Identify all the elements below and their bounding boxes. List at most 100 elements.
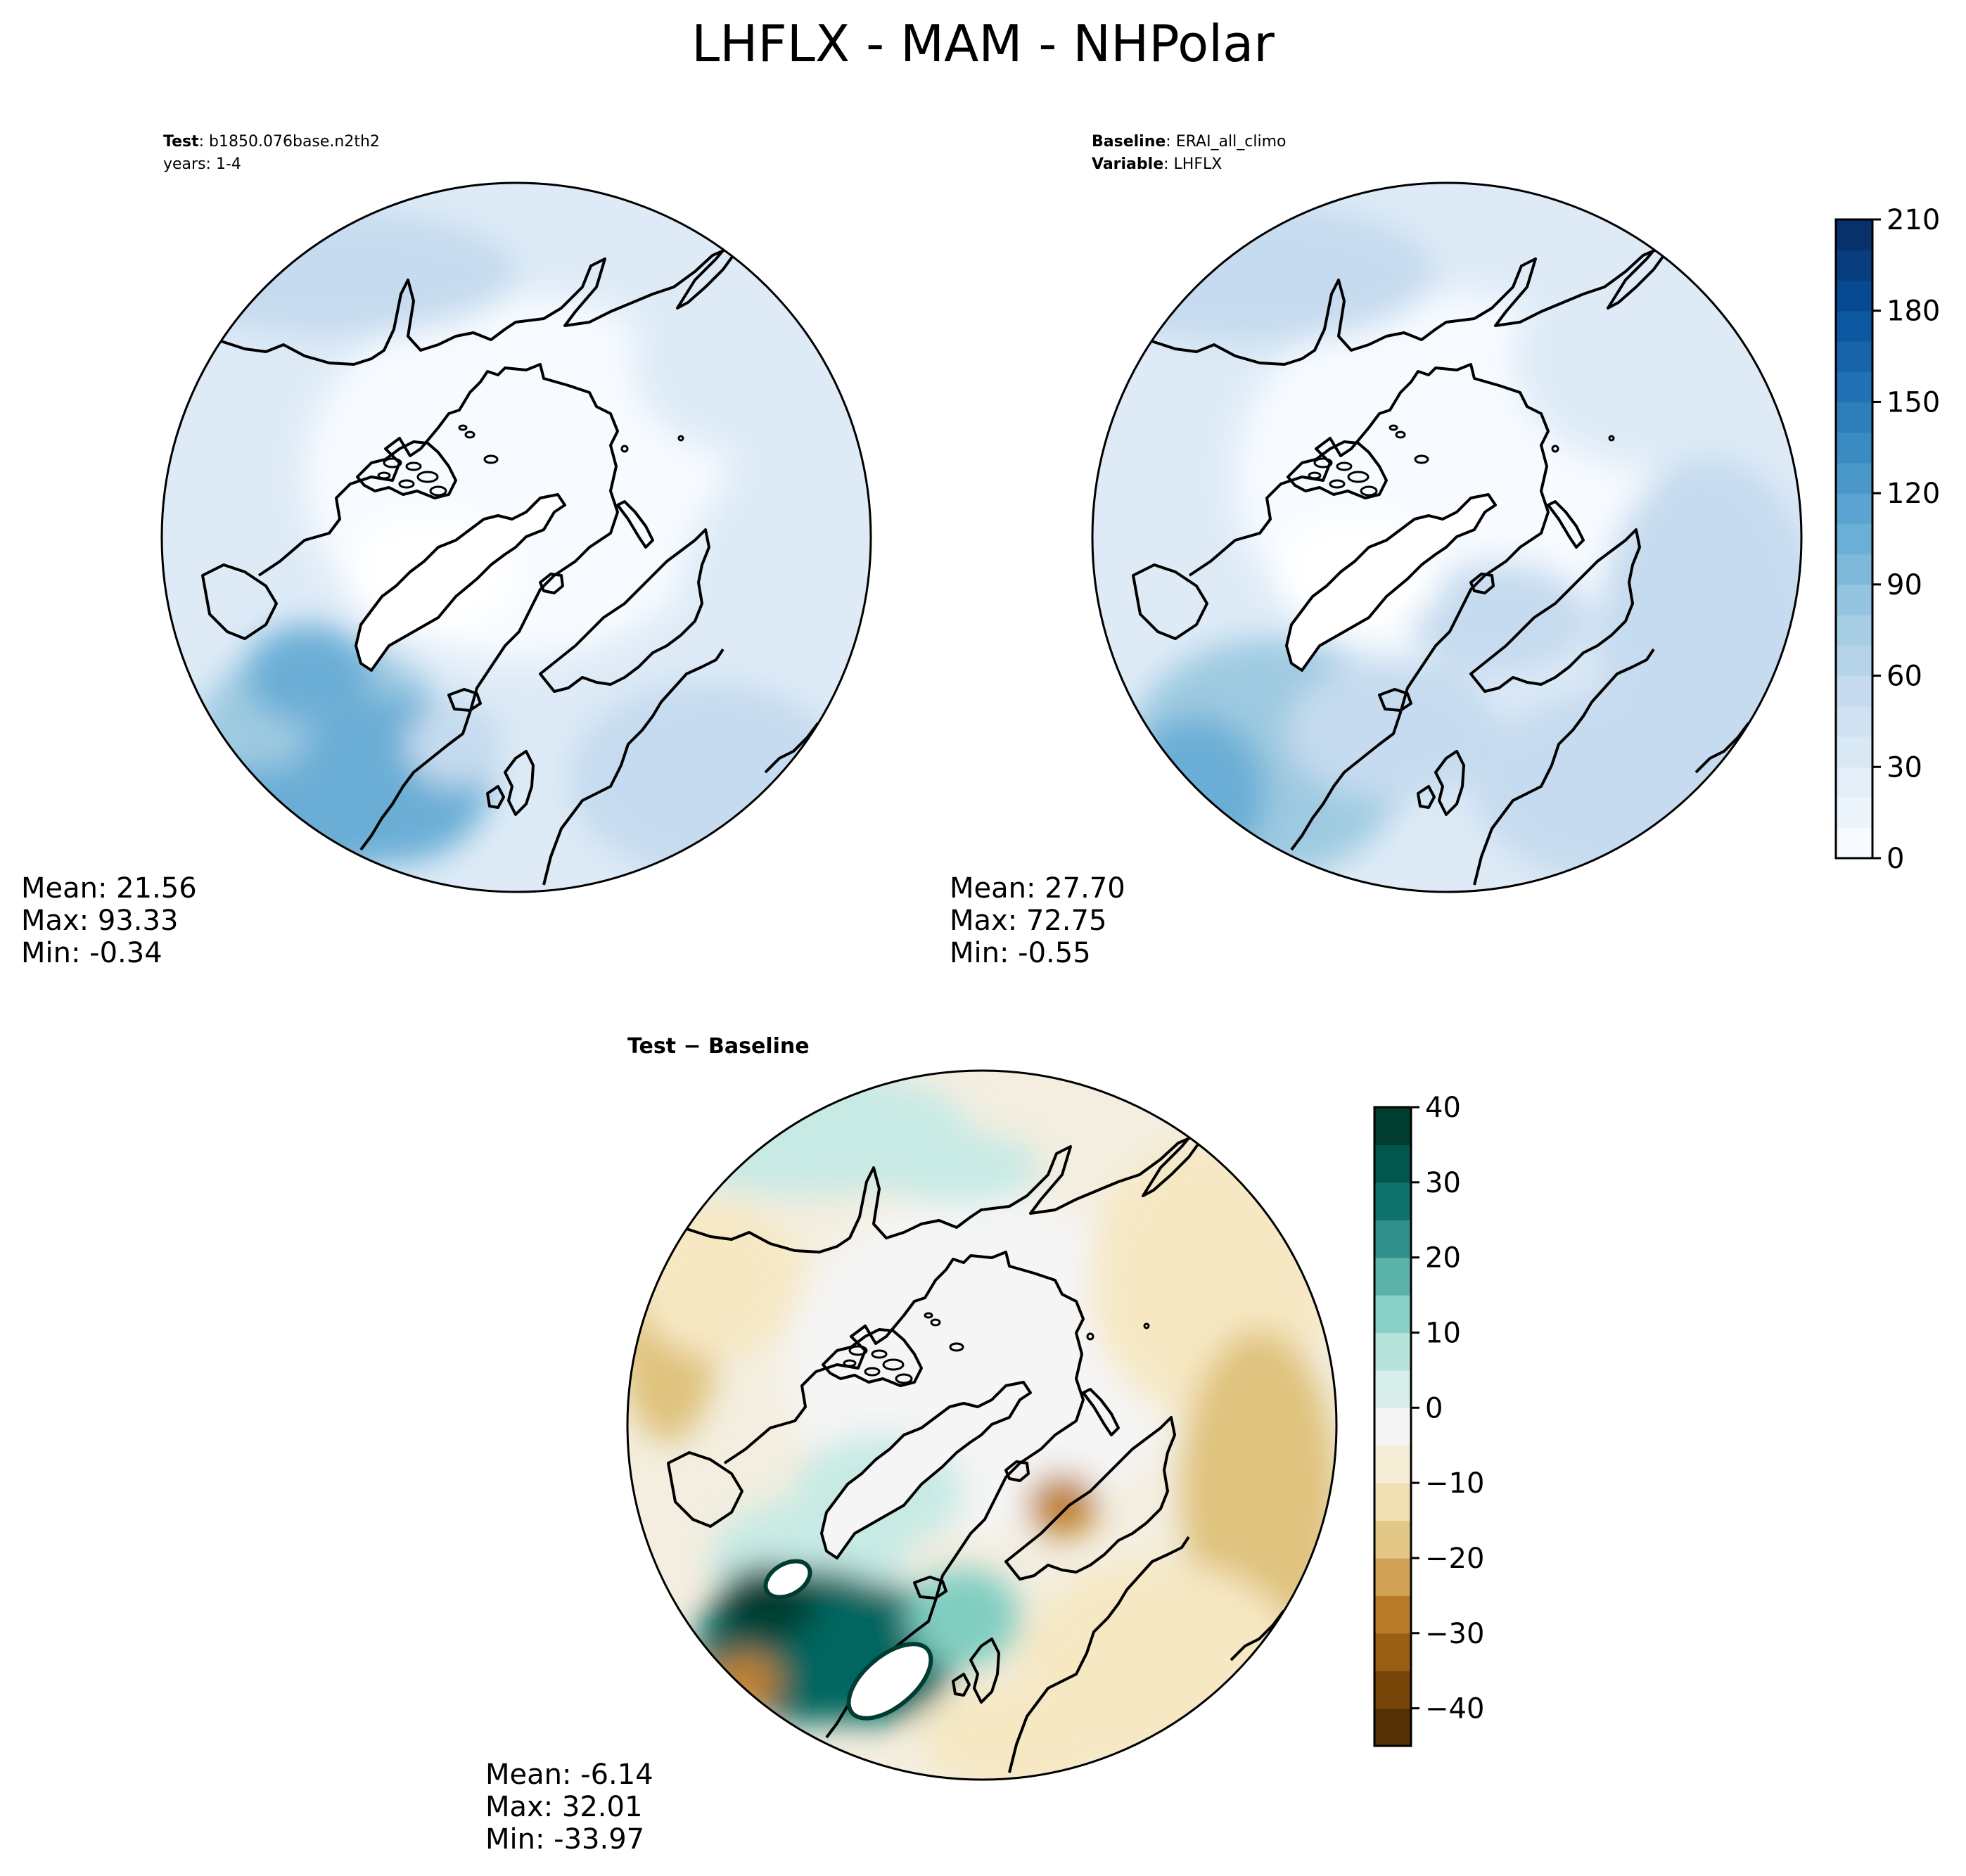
saturated-patch <box>846 1642 933 1721</box>
field-blob <box>1092 203 1436 343</box>
colorbar-tick-label: 150 <box>1887 386 1940 419</box>
colorbar-step <box>1374 1257 1411 1296</box>
baseline-map <box>1091 181 1803 893</box>
colorbar-tick-label: −40 <box>1425 1693 1484 1725</box>
field-blob <box>162 210 519 336</box>
field-blob <box>1408 561 1590 674</box>
test-header-value: b1850.076base.n2th2 <box>209 133 380 151</box>
colorbar-step <box>1836 797 1872 829</box>
test-years: years: 1-4 <box>163 155 241 173</box>
island <box>1308 471 1322 480</box>
island <box>1086 1332 1094 1341</box>
map-boundary <box>1091 181 1803 893</box>
coastline <box>1147 201 1732 366</box>
colorbar-step <box>1836 250 1872 281</box>
diff-mean: Mean: -6.14 <box>485 1759 653 1791</box>
colorbar-step <box>1836 736 1872 767</box>
coastline-svalbard <box>1004 1460 1030 1482</box>
diff-stats: Mean: -6.14 Max: 32.01 Min: -33.97 <box>485 1759 653 1856</box>
coastline-hudson <box>201 563 278 640</box>
field-blob <box>1126 716 1267 871</box>
island <box>1313 457 1333 468</box>
figure-title: LHFLX - MAM - NHPolar <box>691 14 1275 73</box>
colorbar-tick-label: 40 <box>1425 1092 1461 1124</box>
colorbar-step <box>1836 523 1872 555</box>
colorbar-step <box>1836 280 1872 312</box>
coastline-greenlandBig <box>355 493 566 672</box>
island <box>398 479 415 489</box>
coastline-ireland <box>952 1673 971 1697</box>
colorbar-step <box>1836 767 1872 798</box>
colorbar-frame <box>1373 1106 1412 1747</box>
coastline <box>1008 1536 1190 1773</box>
island <box>1551 445 1559 453</box>
diff-max: Max: 32.01 <box>485 1791 643 1823</box>
coastline-svalbard <box>539 573 564 594</box>
colorbar-step <box>1836 554 1872 585</box>
colorbar-step <box>1836 432 1872 464</box>
field-blob <box>907 1569 1020 1667</box>
coastline <box>764 722 819 774</box>
colorbar-tick-label: −20 <box>1425 1543 1484 1575</box>
coastline-ireland <box>486 785 505 809</box>
island <box>895 1373 913 1384</box>
baseline-header-sep: : <box>1166 133 1171 151</box>
baseline-variable-key: Variable <box>1092 155 1164 173</box>
island <box>483 454 499 464</box>
island <box>1360 485 1378 497</box>
island <box>871 1349 888 1359</box>
colorbar-step <box>1836 493 1872 524</box>
colorbar-tick-label: −30 <box>1425 1618 1484 1650</box>
map-boundary <box>626 1069 1338 1781</box>
coastline-britain <box>504 750 535 816</box>
coastline <box>542 648 725 886</box>
colorbar-frame <box>1834 218 1874 860</box>
field-blob <box>407 702 505 786</box>
colorbar-step <box>1836 462 1872 494</box>
coastline-britain <box>1434 750 1465 816</box>
colorbar-step <box>1836 340 1872 372</box>
diff-map <box>626 1069 1338 1781</box>
island <box>1414 454 1429 464</box>
diff-header: Test − Baseline <box>627 1034 810 1059</box>
coastline-archipelago <box>356 440 457 499</box>
colorbar-step <box>1836 645 1872 677</box>
colorbar-step <box>1374 1483 1411 1521</box>
island <box>1329 479 1346 489</box>
colorbar-tick-label: 10 <box>1425 1317 1461 1349</box>
coastline-greenlandBig <box>1285 493 1497 672</box>
colorbar-step <box>1374 1220 1411 1258</box>
baseline-variable-value: LHFLX <box>1173 155 1223 173</box>
test-map <box>160 181 872 893</box>
colorbar-step <box>1374 1144 1411 1183</box>
baseline-mean: Mean: 27.70 <box>950 872 1125 905</box>
island <box>864 1367 881 1377</box>
colorbar-tick-label: 180 <box>1887 295 1940 328</box>
colorbar-step <box>1374 1671 1411 1709</box>
island <box>1608 435 1615 442</box>
coastline <box>1473 648 1655 886</box>
colorbar-step <box>1836 371 1872 403</box>
colorbar-step <box>1836 827 1872 859</box>
island <box>464 430 475 439</box>
coastline-novaya <box>1082 1388 1120 1436</box>
coastline-novaya <box>616 500 654 549</box>
island <box>843 1359 857 1367</box>
colorbar-step <box>1836 584 1872 615</box>
colorbar-tick-label: 0 <box>1887 843 1904 875</box>
colorbar-tick-label: 210 <box>1887 204 1940 236</box>
colorbar-tick-label: 120 <box>1887 478 1940 510</box>
coastline-iceland <box>1378 688 1412 712</box>
field-blob <box>710 1653 781 1709</box>
coastline-svalbard <box>1469 573 1495 594</box>
colorbar-step <box>1374 1182 1411 1220</box>
coastline-scandinavia <box>1004 1416 1176 1581</box>
test-mean: Mean: 21.56 <box>21 872 197 905</box>
island <box>949 1342 964 1352</box>
colorbar-tick-label: −10 <box>1425 1467 1484 1500</box>
island <box>620 445 629 453</box>
baseline-min: Min: -0.55 <box>950 937 1091 969</box>
colorbar-step <box>1836 310 1872 342</box>
test-stats: Mean: 21.56 Max: 93.33 Min: -0.34 <box>21 872 197 969</box>
test-header-key: Test <box>163 133 199 151</box>
